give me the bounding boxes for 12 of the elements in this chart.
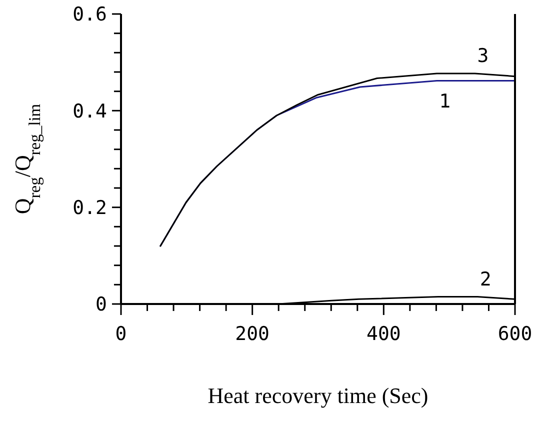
series-label: 2 [480, 268, 492, 290]
y-tick-label: 0.2 [72, 196, 107, 219]
series-label: 1 [439, 90, 451, 112]
x-tick-label: 400 [366, 323, 401, 345]
x-tick-label: 200 [235, 323, 270, 345]
x-tick-label: 600 [498, 323, 532, 345]
y-tick-label: 0.6 [72, 4, 107, 26]
x-tick-label: 0 [115, 323, 127, 345]
y-tick-label: 0 [96, 294, 107, 316]
x-axis-title: Heat recovery time (Sec) [208, 383, 428, 408]
series-label: 3 [477, 45, 489, 68]
y-tick-label: 0.4 [72, 100, 107, 122]
